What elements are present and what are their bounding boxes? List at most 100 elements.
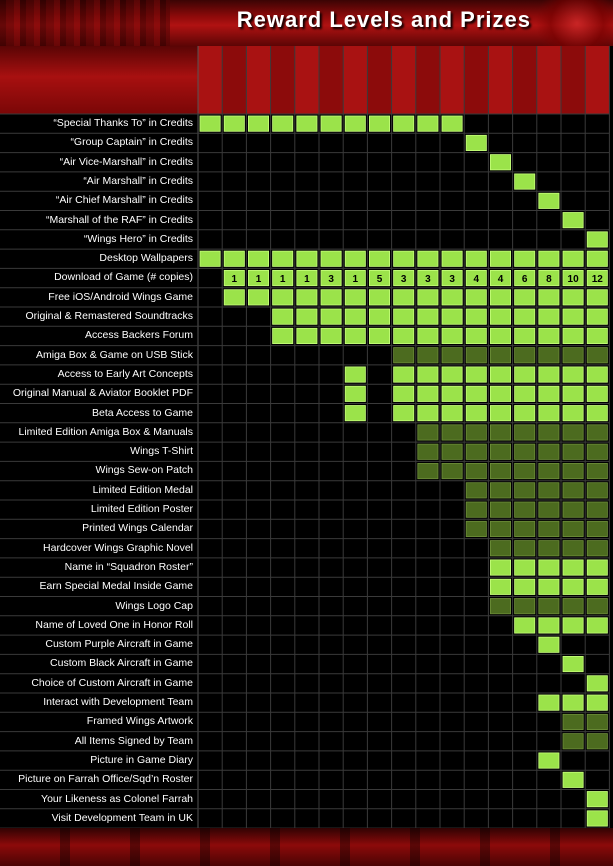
level-header-cell <box>319 46 344 114</box>
reward-cell <box>586 308 608 325</box>
reward-cell <box>562 269 584 287</box>
reward-cell <box>417 405 439 422</box>
header-corner <box>0 46 198 114</box>
reward-cell <box>465 462 487 480</box>
copies-count: 1 <box>304 274 310 285</box>
reward-cell <box>296 115 318 132</box>
reward-cell <box>489 366 511 383</box>
reward-cell <box>489 250 511 267</box>
reward-cell <box>441 385 463 402</box>
reward-cell <box>489 482 511 499</box>
reward-cell <box>489 578 511 595</box>
reward-cell <box>441 308 463 325</box>
copies-count: 3 <box>425 274 431 285</box>
reward-cell <box>586 443 608 460</box>
reward-cell <box>247 115 269 132</box>
reward-cell <box>562 366 584 383</box>
reward-cell <box>514 578 536 595</box>
reward-cell <box>562 327 584 344</box>
reward-cell <box>465 250 487 267</box>
reward-cell <box>368 308 390 325</box>
reward-label: Access Backers Forum <box>85 329 193 342</box>
reward-cell <box>247 289 269 306</box>
reward-cell <box>562 559 584 576</box>
reward-cell <box>538 347 560 364</box>
reward-cell <box>417 347 439 364</box>
title-banner: Reward Levels and Prizes <box>0 0 613 46</box>
reward-cell <box>538 250 560 267</box>
reward-label: Original & Remastered Soundtracks <box>25 310 194 322</box>
copies-count: 1 <box>353 274 359 285</box>
reward-cell <box>296 289 318 306</box>
banner-decoration <box>0 0 170 46</box>
reward-cell <box>393 289 415 306</box>
reward-cell <box>562 482 584 499</box>
reward-label: “Special Thanks To” in Credits <box>53 117 193 129</box>
reward-cell <box>272 308 294 325</box>
reward-cell <box>538 327 560 344</box>
level-header-cell <box>246 46 271 114</box>
reward-cell <box>393 347 415 364</box>
reward-cell <box>562 347 584 364</box>
footer-decoration <box>0 828 613 866</box>
reward-cell <box>562 598 584 615</box>
reward-label: Desktop Wallpapers <box>99 252 193 265</box>
reward-cell <box>223 269 245 287</box>
reward-cell <box>514 617 536 634</box>
reward-cell <box>344 115 366 132</box>
reward-cell <box>417 269 439 287</box>
reward-cell <box>514 308 536 325</box>
copies-count: 1 <box>232 274 238 285</box>
reward-cell <box>344 366 366 383</box>
reward-cell <box>489 559 511 576</box>
reward-cell <box>320 308 342 325</box>
reward-cell <box>393 115 415 132</box>
copies-count: 5 <box>377 274 383 285</box>
reward-cell <box>586 598 608 615</box>
reward-cell <box>562 540 584 557</box>
level-header-cell <box>222 46 247 114</box>
reward-cell <box>538 617 560 634</box>
reward-cell <box>368 115 390 132</box>
reward-cell <box>272 327 294 344</box>
reward-label: Printed Wings Calendar <box>82 522 193 535</box>
reward-cell <box>489 520 511 537</box>
reward-label: Custom Black Aircraft in Game <box>50 657 193 670</box>
reward-cell <box>562 578 584 595</box>
reward-cell <box>562 520 584 537</box>
level-header-cell <box>512 46 537 114</box>
reward-cell <box>489 385 511 402</box>
reward-cell <box>344 308 366 325</box>
reward-cell <box>562 501 584 518</box>
reward-cell <box>465 347 487 364</box>
reward-cell <box>586 327 608 344</box>
reward-cell <box>393 308 415 325</box>
reward-label: Amiga Box & Game on USB Stick <box>36 348 193 361</box>
reward-label: “Air Vice-Marshall” in Credits <box>59 155 193 168</box>
reward-cell <box>441 327 463 344</box>
reward-cell <box>562 733 584 750</box>
reward-label: “Marshall of the RAF” in Credits <box>45 213 193 226</box>
reward-cell <box>417 385 439 402</box>
reward-cell <box>489 269 511 287</box>
reward-cell <box>441 250 463 267</box>
reward-cell <box>465 134 487 152</box>
reward-cell <box>538 636 560 653</box>
level-header-cell <box>488 46 513 114</box>
reward-cell <box>489 154 511 171</box>
reward-cell <box>586 713 608 730</box>
reward-cell <box>514 327 536 344</box>
reward-label: Interact with Development Team <box>43 696 193 708</box>
reward-cell <box>199 115 221 132</box>
reward-cell <box>393 250 415 267</box>
reward-cell <box>441 269 463 287</box>
reward-label: Wings T-Shirt <box>130 445 193 458</box>
reward-cell <box>538 462 560 480</box>
copies-count: 10 <box>568 274 580 285</box>
reward-cell <box>417 308 439 325</box>
reward-cell <box>538 443 560 460</box>
reward-cell <box>489 347 511 364</box>
reward-cell <box>562 289 584 306</box>
